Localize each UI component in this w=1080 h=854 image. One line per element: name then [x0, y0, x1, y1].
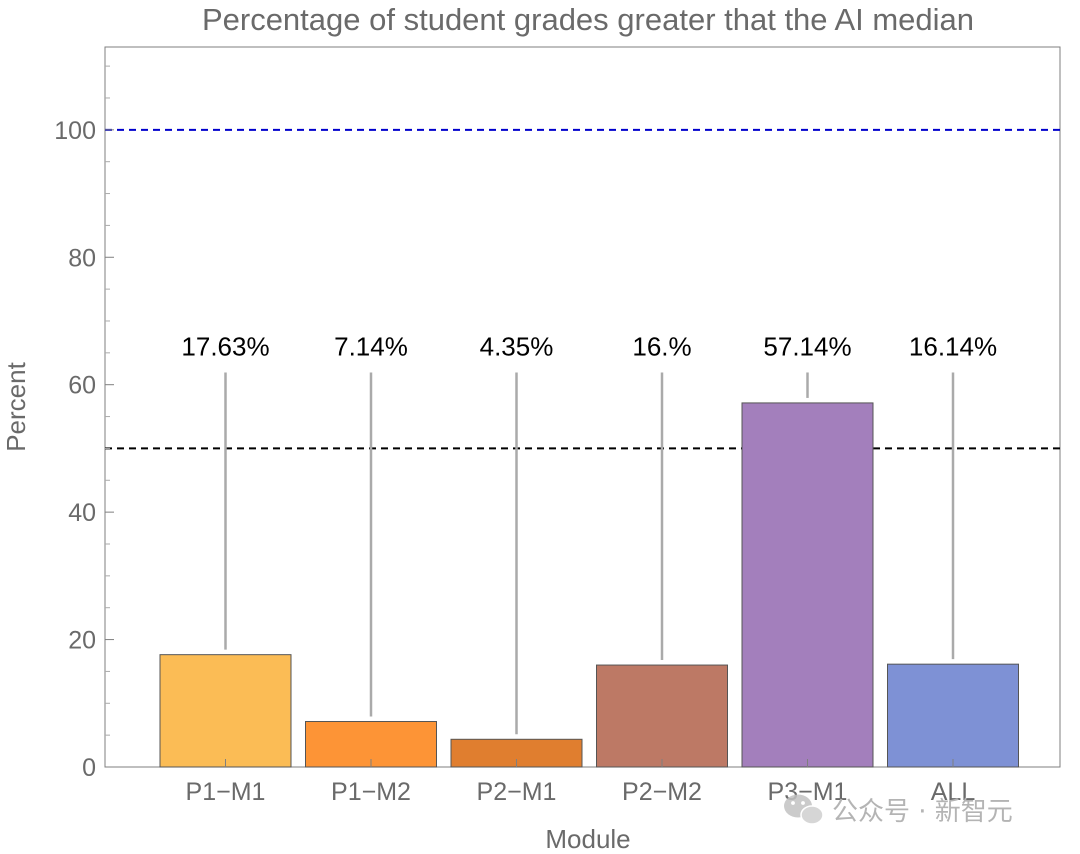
x-tick-label-2: P2−M1 — [477, 778, 557, 806]
x-tick-label-0: P1−M1 — [186, 778, 266, 806]
bar-4 — [741, 402, 874, 768]
x-tick-label-3: P2−M2 — [622, 778, 702, 806]
x-axis-label: Module — [545, 824, 630, 854]
y-tick-label-3: 60 — [68, 372, 96, 400]
reference-lines — [105, 128, 1060, 450]
data-label-3: 16.% — [632, 331, 691, 361]
bar-0 — [159, 654, 292, 768]
chart-title: Percentage of student grades greater tha… — [202, 2, 974, 37]
y-tick-label-1: 20 — [68, 627, 96, 655]
data-label-0: 17.63% — [181, 331, 269, 361]
data-labels: 17.63% 7.14% 4.35% 16.% 57.14% 16.14% — [181, 331, 997, 361]
data-label-1: 7.14% — [334, 331, 408, 361]
data-label-5: 16.14% — [909, 331, 997, 361]
y-axis-label: Percent — [1, 361, 31, 451]
data-label-2: 4.35% — [480, 331, 554, 361]
bars — [159, 402, 1019, 768]
watermark-text: 公众号 · 新智元 — [832, 797, 1013, 827]
y-tick-label-0: 0 — [82, 754, 96, 782]
x-tick-label-1: P1−M2 — [331, 778, 411, 806]
bar-1 — [305, 721, 437, 768]
x-tick-label-5: ALL — [931, 778, 976, 806]
label-connectors — [224, 372, 955, 735]
y-axis-ticks: 0 20 40 60 80 100 — [54, 65, 114, 782]
data-label-4: 57.14% — [763, 331, 851, 361]
watermark: 公众号 · 新智元 — [784, 794, 1013, 827]
bar-5 — [887, 663, 1019, 768]
y-tick-label-5: 100 — [54, 117, 96, 145]
bar-3 — [596, 664, 728, 768]
y-tick-label-4: 80 — [68, 244, 96, 272]
x-axis-ticks: P1−M1 P1−M2 P2−M1 P2−M2 P3−M1 ALL — [186, 759, 976, 806]
y-tick-label-2: 40 — [68, 499, 96, 527]
wechat-icon — [784, 794, 824, 825]
